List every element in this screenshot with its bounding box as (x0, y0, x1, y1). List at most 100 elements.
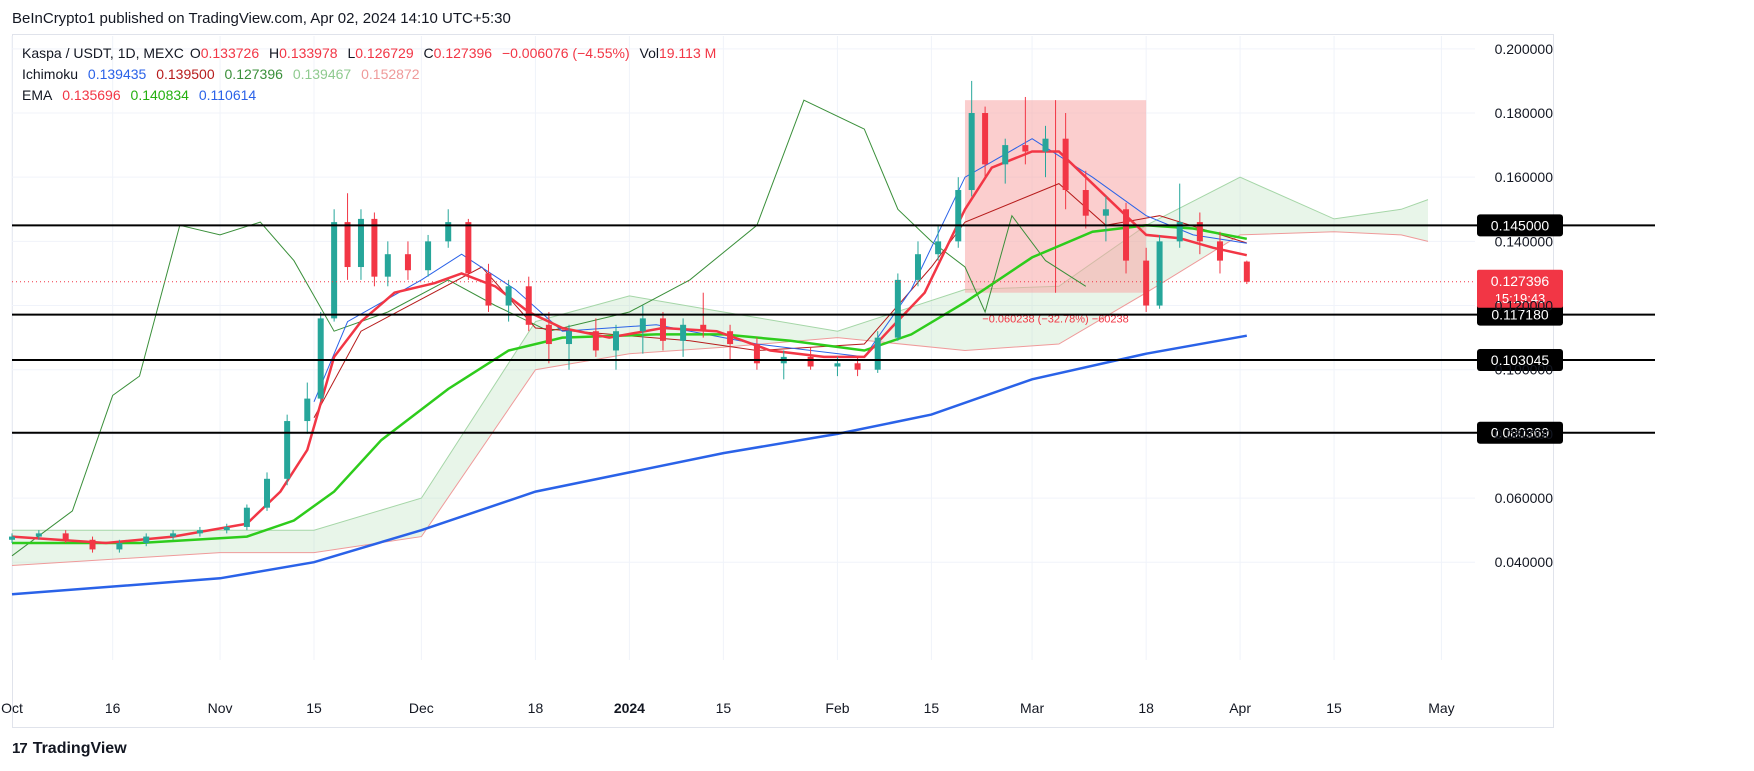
x-tick-label: Feb (825, 700, 849, 716)
open-label: O (189, 45, 201, 61)
level-price-label: 0.103045 (1491, 352, 1550, 368)
candle-body (196, 530, 203, 534)
candle-body (223, 526, 230, 531)
candlesticks (9, 80, 1250, 553)
candle-body (834, 363, 841, 367)
candle-body (982, 113, 989, 165)
candle-body (1123, 209, 1130, 261)
grid (11, 36, 1475, 660)
candle-body (35, 533, 42, 537)
x-tick-label: 18 (1138, 700, 1154, 716)
level-price-label: 0.145000 (1491, 217, 1550, 233)
candle-body (914, 254, 921, 280)
close-label: C (423, 45, 434, 61)
candle-body (425, 241, 432, 271)
ema-label: EMA (22, 87, 53, 103)
y-tick-label: 0.200000 (1495, 41, 1554, 57)
candle-body (357, 218, 364, 268)
ema-short-value: 0.135696 (62, 87, 121, 103)
ichimoku-lead2-value: 0.152872 (361, 66, 420, 82)
y-tick-label: 0.180000 (1495, 105, 1554, 121)
candle-body (659, 318, 666, 341)
candle-body (874, 337, 881, 370)
candle-body (1102, 209, 1109, 216)
y-tick-label: 0.080000 (1495, 426, 1554, 442)
time-axis: Oct 16 Nov 15 Dec 18 2024 15 Feb 15 Mar 18 Apr 15 May (1, 700, 1455, 716)
x-tick-label: Nov (208, 700, 233, 716)
change-value: −0.006076 (−4.55%) (501, 45, 630, 61)
legend-ichimoku: Ichimoku 0.139435 0.139500 0.127396 0.13… (22, 66, 426, 82)
candle-body (955, 190, 962, 242)
candle-body (592, 331, 599, 351)
ichimoku-label: Ichimoku (22, 66, 79, 82)
ema-short-line (11, 150, 1248, 545)
candle-body (545, 324, 552, 345)
x-tick-label: Mar (1020, 700, 1044, 716)
candle-body (143, 536, 150, 543)
candle-body (753, 344, 760, 364)
candle-body (1002, 145, 1009, 165)
y-tick-label: 0.120000 (1495, 298, 1554, 314)
low-label: L (347, 45, 356, 61)
level-price-label: 0.080369 (1491, 425, 1550, 441)
candle-body (1022, 145, 1029, 152)
level-lines: 0.145000 0.117180 0.103045 0.080369 0.127396… (12, 214, 1655, 444)
tradingview-logo-icon: 17 (12, 740, 28, 757)
current-price-label: 0.127396 (1491, 273, 1550, 289)
candle-body (1042, 138, 1049, 152)
candle-body (700, 324, 707, 332)
candle-body (116, 542, 123, 550)
candle-body (639, 318, 646, 332)
level-price-tag (1477, 303, 1563, 326)
level-price-tag (1477, 348, 1563, 371)
candle-body (727, 331, 734, 345)
measure-label: −0.060238 (−32.78%) −60238 (982, 314, 1129, 326)
x-tick-label: Oct (1, 700, 23, 716)
candle-body (1062, 138, 1069, 191)
x-tick-label: 18 (528, 700, 544, 716)
candle-body (371, 218, 378, 277)
candle-body (968, 113, 975, 191)
volume-label: Vol (639, 45, 659, 61)
legend-ohlc: Kaspa / USDT, 1D, MEXC O0.133726 H0.13397… (22, 45, 722, 61)
candle-body (89, 539, 96, 550)
candle-body (807, 356, 814, 367)
candle-body (854, 363, 861, 370)
candle-body (1196, 222, 1203, 242)
candle-body (243, 507, 250, 527)
y-tick-label: 0.160000 (1495, 169, 1554, 185)
x-tick-label: 16 (105, 700, 121, 716)
y-tick-label: 0.040000 (1495, 554, 1554, 570)
legend-ema: EMA 0.135696 0.140834 0.110614 (22, 87, 262, 103)
tradingview-logo[interactable]: 17 TradingView (12, 740, 127, 758)
close-value: 0.127396 (433, 45, 493, 61)
candle-body (264, 478, 271, 508)
candle-body (505, 286, 512, 306)
candle-body (384, 254, 391, 277)
x-tick-label: 15 (924, 700, 940, 716)
candle-body (680, 324, 687, 341)
candle-body (1156, 241, 1163, 306)
symbol-label: Kaspa / USDT, 1D, MEXC (22, 45, 184, 61)
x-tick-label: Dec (409, 700, 434, 716)
candle-body (1176, 222, 1183, 242)
ema-mid-value: 0.140834 (130, 87, 189, 103)
candle-body (612, 331, 619, 351)
candle-body (1143, 260, 1150, 306)
cloud-leading-span-a (12, 176, 1429, 531)
ema-long-value: 0.110614 (198, 87, 257, 103)
x-tick-label: 2024 (614, 700, 645, 716)
ema-long-line (11, 334, 1248, 596)
candle-body (525, 286, 532, 325)
open-value: 0.133726 (200, 45, 260, 61)
current-price-tag (1477, 269, 1563, 308)
x-tick-label: Apr (1229, 700, 1251, 716)
candle-countdown-label: 15:19:43 (1495, 291, 1546, 306)
candle-body (445, 222, 452, 242)
publisher-line: BeInCrypto1 published on TradingView.com… (12, 10, 511, 27)
tradingview-brand: TradingView (32, 740, 127, 757)
candle-body (935, 241, 942, 255)
high-value: 0.133978 (279, 45, 338, 61)
ichimoku-base-value: 0.139500 (156, 66, 215, 82)
